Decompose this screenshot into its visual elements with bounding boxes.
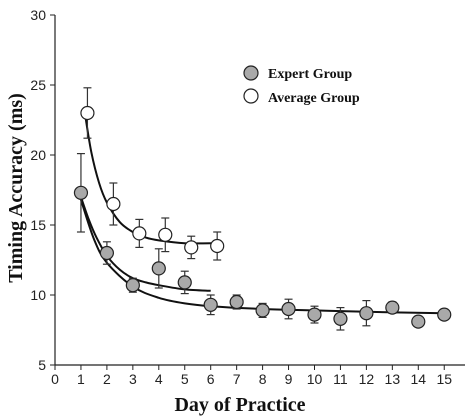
fit-curve-expert-group bbox=[80, 199, 445, 315]
data-point-expert-group bbox=[151, 261, 166, 276]
x-tick-label: 12 bbox=[359, 371, 375, 387]
data-point-average-group bbox=[184, 240, 199, 255]
data-point-expert-group bbox=[307, 307, 322, 322]
legend-label-expert-group: Expert Group bbox=[268, 67, 352, 82]
y-tick-label: 30 bbox=[30, 7, 46, 23]
y-tick-label: 10 bbox=[30, 287, 46, 303]
x-tick-label: 11 bbox=[333, 371, 348, 387]
legend-marker-average-group bbox=[243, 88, 259, 104]
y-axis-title: Timing Accuracy (ms) bbox=[5, 93, 27, 283]
x-tick-label: 7 bbox=[233, 371, 241, 387]
data-point-average-group bbox=[106, 196, 121, 212]
data-point-expert-group bbox=[437, 307, 452, 322]
x-tick-label: 8 bbox=[259, 371, 267, 387]
data-point-expert-group bbox=[229, 294, 244, 310]
x-tick-label: 2 bbox=[103, 371, 111, 387]
x-tick-label: 14 bbox=[411, 371, 427, 387]
y-tick-label: 5 bbox=[38, 357, 46, 373]
error-bars bbox=[76, 87, 449, 331]
fit-curve-expert-group bbox=[80, 196, 211, 292]
data-point-expert-group bbox=[359, 306, 374, 321]
data-point-average-group bbox=[158, 227, 173, 242]
data-points bbox=[73, 105, 452, 329]
x-tick-label: 15 bbox=[436, 371, 452, 387]
data-point-expert-group bbox=[125, 278, 140, 293]
x-tick-label: 5 bbox=[181, 371, 189, 387]
data-point-average-group bbox=[132, 226, 147, 241]
x-tick-label: 1 bbox=[77, 371, 85, 387]
data-point-expert-group bbox=[385, 300, 400, 315]
data-point-expert-group bbox=[281, 301, 296, 317]
data-point-expert-group bbox=[177, 275, 192, 290]
x-axis-title: Day of Practice bbox=[174, 394, 305, 416]
x-tick-label: 3 bbox=[129, 371, 137, 387]
x-tick-label: 10 bbox=[307, 371, 323, 387]
legend-marker-expert-group bbox=[243, 65, 259, 81]
fit-curve-average-group bbox=[83, 112, 218, 245]
data-point-average-group bbox=[80, 105, 95, 121]
legend: Expert Group Average Group bbox=[243, 65, 360, 106]
legend-label-average-group: Average Group bbox=[268, 91, 360, 106]
data-point-expert-group bbox=[333, 311, 348, 326]
data-point-expert-group bbox=[73, 185, 89, 200]
data-point-expert-group bbox=[255, 303, 270, 318]
x-tick-label: 13 bbox=[385, 371, 401, 387]
x-tick-label: 6 bbox=[207, 371, 215, 387]
data-point-average-group bbox=[210, 238, 225, 254]
data-point-expert-group bbox=[203, 297, 218, 312]
data-point-expert-group bbox=[411, 314, 426, 329]
x-tick-label: 4 bbox=[155, 371, 163, 387]
y-tick-label: 15 bbox=[30, 217, 46, 233]
x-tick-label: 9 bbox=[285, 371, 293, 387]
y-tick-label: 25 bbox=[30, 77, 46, 93]
data-point-expert-group bbox=[99, 245, 114, 261]
x-tick-label: 0 bbox=[51, 371, 59, 387]
y-tick-label: 20 bbox=[30, 147, 46, 163]
